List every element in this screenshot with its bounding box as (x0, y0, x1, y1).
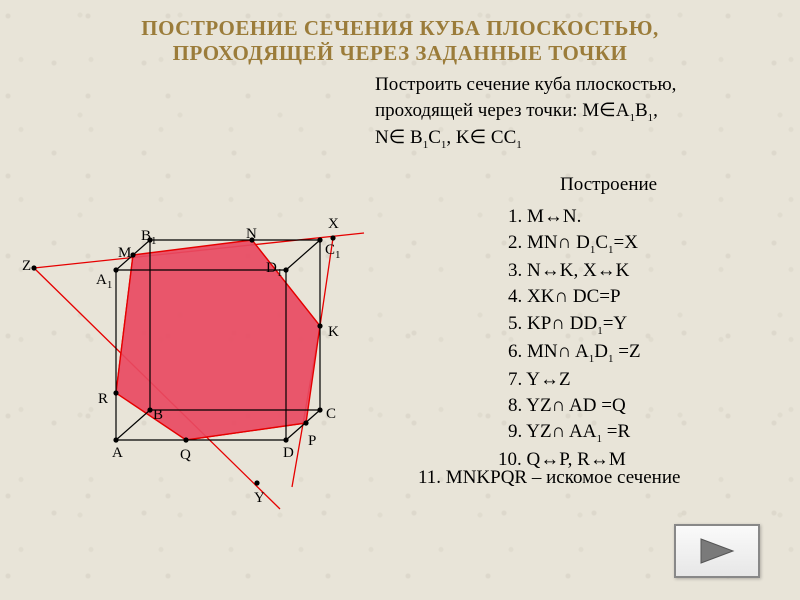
diagram-point-label: B1 (141, 228, 157, 247)
final-step: 11. MNKPQR – искомое сечение (418, 467, 680, 489)
diagram-point-label: A1 (96, 272, 112, 291)
diagram-point-label: D1 (266, 260, 282, 279)
construction-step: 5. KP∩ DD1=Y (498, 311, 641, 339)
construction-step: 9. YZ∩ AA1 =R (498, 419, 641, 447)
diagram-point-label: A (112, 445, 123, 462)
diagram-point-label: R (98, 391, 108, 408)
problem-line-3: N∈ B1C1, K∈ CC1 (375, 125, 676, 153)
problem-line-1: Построить сечение куба плоскостью, (375, 72, 676, 98)
title-line-1: ПОСТРОЕНИЕ СЕЧЕНИЯ КУБА ПЛОСКОСТЬЮ, (0, 16, 800, 41)
cube-section-diagram (20, 150, 450, 510)
construction-step: 1. M↔N. (498, 204, 641, 230)
diagram-point-label: X (328, 216, 339, 233)
problem-statement: Построить сечение куба плоскостью, прохо… (375, 72, 676, 153)
construction-step: 6. MN∩ A1D1 =Z (498, 339, 641, 367)
diagram-point-label: C (326, 406, 336, 423)
diagram-point-label: M (118, 245, 131, 262)
diagram-point-label: Y (254, 490, 265, 507)
construction-step: 4. XK∩ DC=P (498, 284, 641, 310)
construction-step: 7. Y↔Z (498, 367, 641, 393)
diagram-point-label: K (328, 324, 339, 341)
title-line-2: ПРОХОДЯЩЕЙ ЧЕРЕЗ ЗАДАННЫЕ ТОЧКИ (0, 41, 800, 66)
construction-steps: 1. M↔N.2. MN∩ D1C1=X3. N↔K, X↔K4. XK∩ DC… (498, 204, 641, 473)
problem-line-2: проходящей через точки: M∈A1B1, (375, 98, 676, 126)
construction-step: 3. N↔K, X↔K (498, 258, 641, 284)
diagram-point-label: Z (22, 258, 31, 275)
diagram-point-label: D (283, 445, 294, 462)
diagram-point-label: B (153, 407, 163, 424)
next-slide-button[interactable] (674, 524, 760, 578)
construction-header: Построение (560, 174, 657, 196)
diagram-point-label: P (308, 433, 316, 450)
construction-step: 8. YZ∩ AD =Q (498, 393, 641, 419)
diagram-point-label: Q (180, 447, 191, 464)
diagram-point-label: N (246, 226, 257, 243)
play-arrow-icon (693, 535, 741, 567)
page-title: ПОСТРОЕНИЕ СЕЧЕНИЯ КУБА ПЛОСКОСТЬЮ, ПРОХ… (0, 0, 800, 66)
diagram-point-label: C1 (325, 242, 341, 261)
construction-step: 2. MN∩ D1C1=X (498, 230, 641, 258)
